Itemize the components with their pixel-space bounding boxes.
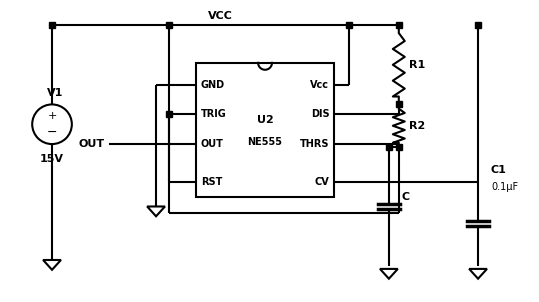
Text: OUT: OUT: [201, 139, 224, 149]
Text: TRIG: TRIG: [201, 109, 226, 119]
Text: 15V: 15V: [40, 154, 64, 164]
Text: −: −: [47, 126, 57, 139]
Text: C1: C1: [491, 165, 507, 175]
Text: R2: R2: [409, 121, 425, 131]
Text: R1: R1: [409, 60, 425, 70]
Text: RST: RST: [201, 177, 222, 187]
Text: CV: CV: [315, 177, 329, 187]
Text: Vcc: Vcc: [310, 80, 329, 90]
Text: OUT: OUT: [78, 139, 105, 149]
Text: U2: U2: [257, 115, 273, 125]
Text: DIS: DIS: [311, 109, 329, 119]
Text: C: C: [402, 191, 410, 201]
Text: +: +: [47, 111, 57, 121]
Text: NE555: NE555: [247, 137, 282, 146]
Text: V1: V1: [47, 88, 63, 98]
Text: 0.1μF: 0.1μF: [491, 182, 518, 192]
Text: GND: GND: [201, 80, 225, 90]
Bar: [196, 63, 334, 197]
Text: VCC: VCC: [208, 11, 233, 21]
Text: THRS: THRS: [300, 139, 329, 149]
